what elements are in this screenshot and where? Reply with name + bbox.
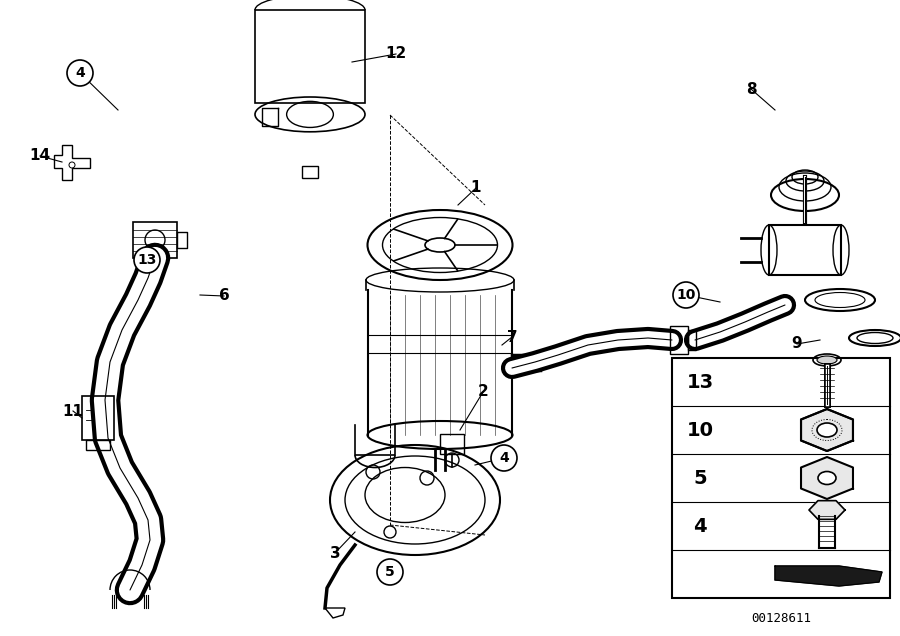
Polygon shape bbox=[801, 409, 853, 451]
Circle shape bbox=[67, 60, 93, 86]
Ellipse shape bbox=[817, 356, 837, 364]
Text: 13: 13 bbox=[687, 373, 714, 392]
Bar bbox=[688, 330, 696, 350]
Text: 6: 6 bbox=[219, 289, 230, 303]
Text: 8: 8 bbox=[746, 81, 756, 97]
Text: 7: 7 bbox=[507, 329, 517, 345]
Text: 1: 1 bbox=[471, 181, 482, 195]
Bar bbox=[769, 225, 841, 275]
Circle shape bbox=[673, 282, 699, 308]
Text: 14: 14 bbox=[30, 148, 50, 163]
Polygon shape bbox=[809, 501, 845, 520]
Text: 3: 3 bbox=[329, 546, 340, 560]
Circle shape bbox=[377, 559, 403, 585]
Text: 10: 10 bbox=[676, 288, 696, 302]
Bar bbox=[440, 434, 464, 454]
Text: 10: 10 bbox=[687, 420, 714, 439]
Ellipse shape bbox=[817, 423, 837, 437]
Text: 12: 12 bbox=[385, 46, 407, 62]
Bar bbox=[302, 166, 318, 178]
Text: 11: 11 bbox=[62, 403, 84, 418]
Text: 4: 4 bbox=[693, 516, 706, 536]
Bar bbox=[82, 396, 114, 440]
Bar bbox=[672, 358, 890, 598]
Ellipse shape bbox=[818, 471, 836, 485]
Text: 4: 4 bbox=[75, 66, 85, 80]
Text: 4: 4 bbox=[500, 451, 508, 465]
Bar bbox=[133, 222, 177, 258]
Text: 5: 5 bbox=[385, 565, 395, 579]
Polygon shape bbox=[775, 566, 882, 586]
Text: 9: 9 bbox=[792, 336, 802, 352]
Circle shape bbox=[491, 445, 517, 471]
Circle shape bbox=[134, 247, 160, 273]
Text: 13: 13 bbox=[138, 253, 157, 267]
Bar bbox=[670, 326, 688, 354]
Polygon shape bbox=[801, 457, 853, 499]
Bar bbox=[255, 10, 365, 103]
Bar bbox=[86, 440, 110, 450]
Text: 5: 5 bbox=[693, 469, 706, 488]
Text: 2: 2 bbox=[478, 385, 489, 399]
Text: 00128611: 00128611 bbox=[751, 611, 811, 625]
